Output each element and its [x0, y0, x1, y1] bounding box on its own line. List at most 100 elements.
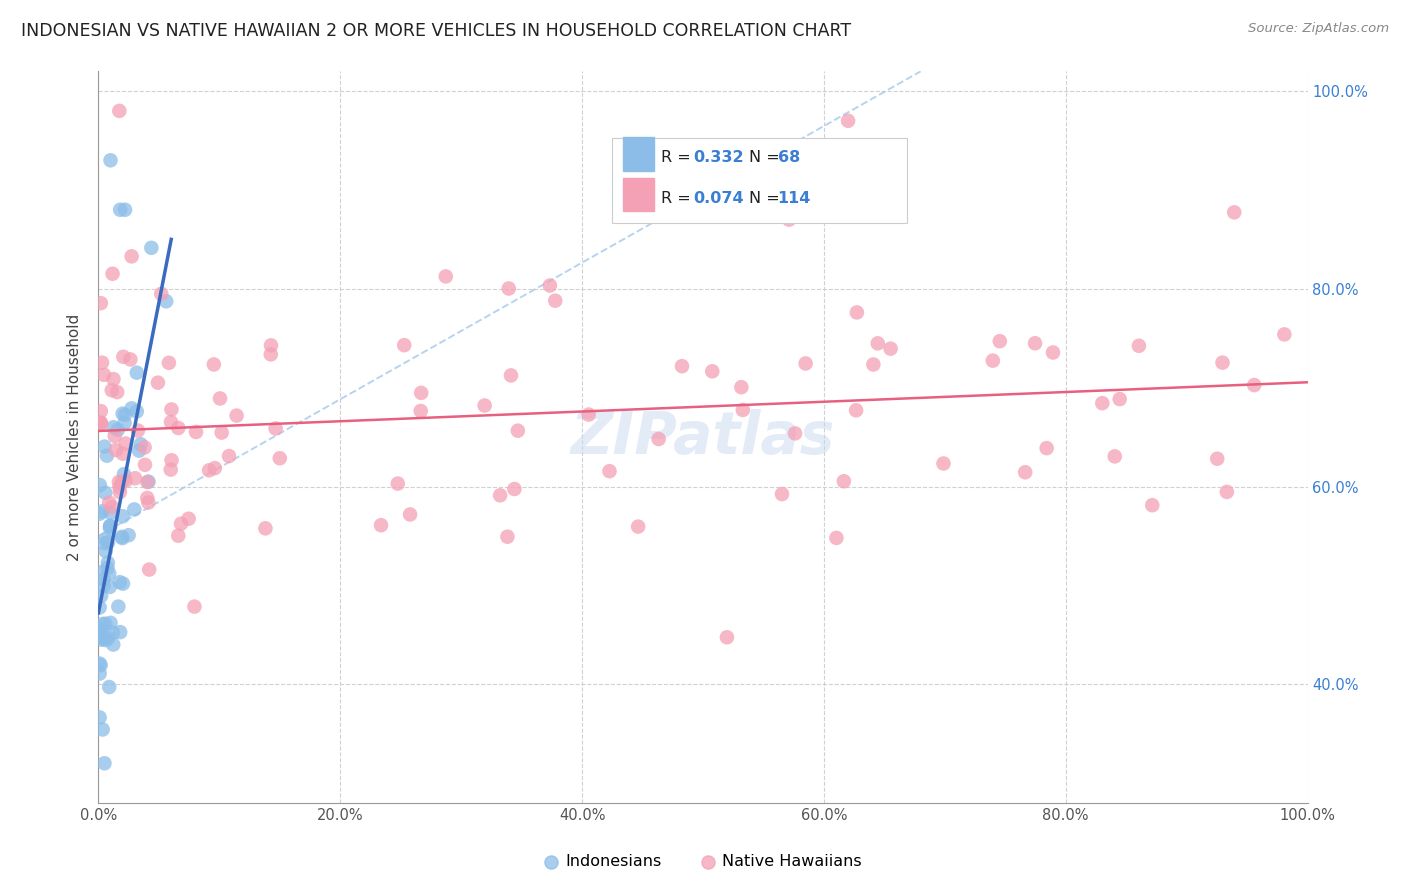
Point [89, 710, 111, 724]
Point [832, 475, 855, 489]
Point [208, 392, 231, 406]
Point [91, 356, 114, 370]
Point [94, 633, 117, 648]
Text: 68: 68 [778, 151, 800, 165]
Point [104, 429, 127, 443]
Point [770, 487, 793, 501]
Point [111, 509, 134, 524]
Point [91, 617, 114, 632]
Text: INDONESIAN VS NATIVE HAWAIIAN 2 OR MORE VEHICLES IN HOUSEHOLD CORRELATION CHART: INDONESIAN VS NATIVE HAWAIIAN 2 OR MORE … [21, 22, 851, 40]
Point [1211, 356, 1233, 370]
Point [1206, 451, 1229, 466]
Point [98, 521, 121, 535]
Point [111, 576, 134, 591]
Point [204, 461, 226, 475]
Point [1216, 484, 1239, 499]
Point [107, 599, 129, 614]
Point [647, 432, 669, 446]
Point [1243, 378, 1265, 392]
Point [114, 202, 136, 217]
Point [91, 504, 114, 518]
Point [474, 399, 496, 413]
Point [93, 573, 115, 587]
Point [370, 518, 392, 533]
Point [538, 278, 561, 293]
Text: 0.332: 0.332 [693, 151, 744, 165]
Point [218, 449, 240, 463]
Point [825, 531, 848, 545]
Point [89, 478, 111, 492]
Point [90, 416, 112, 430]
Point [544, 293, 567, 308]
Point [837, 113, 859, 128]
Point [104, 443, 127, 458]
Text: R =: R = [661, 191, 696, 205]
Point [127, 424, 149, 438]
Point [100, 153, 122, 168]
Point [1272, 327, 1295, 342]
Point [202, 358, 225, 372]
Point [93, 756, 115, 771]
Point [1014, 465, 1036, 479]
Point [90, 566, 112, 580]
Point [98, 518, 121, 533]
Point [177, 512, 200, 526]
Point [90, 589, 112, 603]
Point [150, 286, 173, 301]
Point [101, 625, 124, 640]
Point [128, 443, 150, 458]
Point [103, 420, 125, 434]
Point [94, 486, 117, 500]
Point [98, 519, 121, 533]
Text: N =: N = [749, 191, 786, 205]
Point [121, 401, 143, 416]
Point [111, 407, 134, 421]
Point [730, 380, 752, 394]
Point [108, 202, 131, 217]
Point [97, 631, 120, 645]
Point [111, 531, 134, 545]
Point [98, 495, 121, 509]
Point [103, 638, 125, 652]
Point [1035, 441, 1057, 455]
Point [89, 626, 111, 640]
Point [141, 241, 163, 255]
Point [157, 356, 180, 370]
Point [778, 212, 800, 227]
Point [120, 352, 142, 367]
Point [129, 437, 152, 451]
Point [136, 495, 159, 509]
Point [107, 423, 129, 437]
Point [91, 723, 114, 737]
Point [112, 350, 135, 364]
Point [496, 530, 519, 544]
Point [90, 416, 112, 430]
Point [100, 615, 122, 630]
Point [125, 404, 148, 418]
Text: ZIPatlas: ZIPatlas [571, 409, 835, 466]
Point [387, 476, 409, 491]
Point [1091, 396, 1114, 410]
Point [409, 404, 432, 418]
Point [506, 424, 529, 438]
Point [93, 579, 115, 593]
Point [89, 507, 111, 521]
Point [124, 471, 146, 485]
Point [108, 103, 131, 118]
Point [101, 267, 124, 281]
Point [411, 385, 433, 400]
Point [1024, 336, 1046, 351]
Point [97, 535, 120, 549]
Point [845, 403, 868, 417]
Legend: Indonesians, Native Hawaiians: Indonesians, Native Hawaiians [538, 847, 868, 875]
Point [136, 475, 159, 489]
Point [211, 425, 233, 440]
Point [89, 657, 111, 671]
Point [101, 500, 124, 514]
Point [111, 530, 134, 544]
Text: 114: 114 [778, 191, 811, 205]
Point [170, 516, 193, 531]
Point [93, 536, 115, 550]
Point [114, 416, 136, 430]
Point [598, 464, 620, 478]
